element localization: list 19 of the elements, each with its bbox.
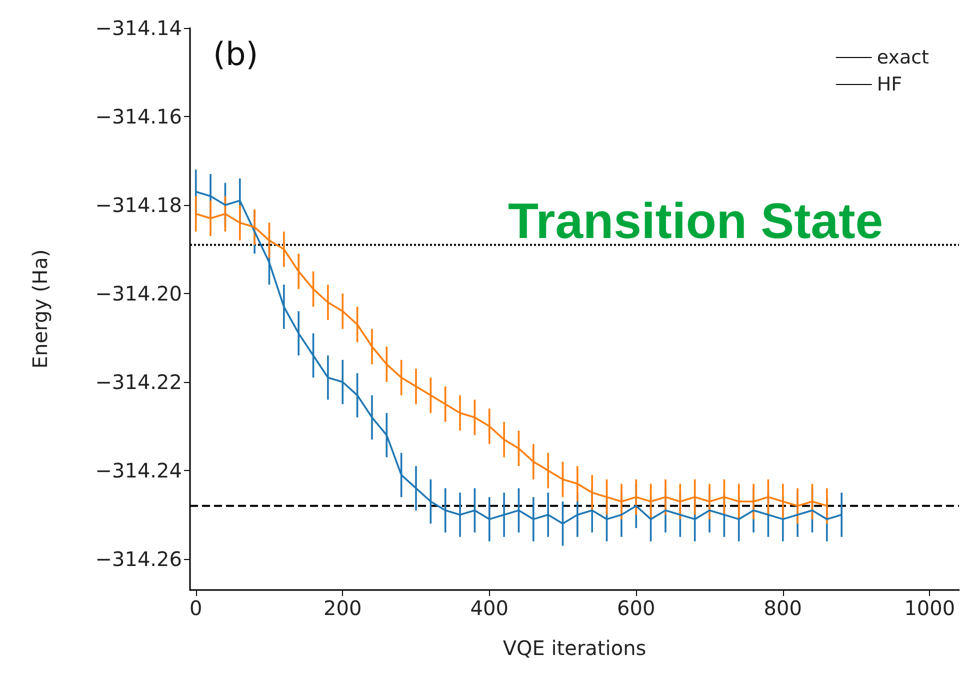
y-tick-label: −314.16 (95, 104, 182, 129)
x-tick-label: 800 (764, 596, 802, 620)
x-tick-label: 400 (470, 596, 508, 620)
legend-label: HF (876, 74, 902, 96)
y-tick-label: −314.26 (95, 547, 182, 572)
x-axis-title: VQE iterations (502, 636, 646, 660)
y-tick-label: −314.20 (95, 282, 182, 306)
y-tick-label: −314.24 (95, 458, 182, 483)
x-tick-label: 1000 (904, 596, 956, 620)
annotation: (b) (213, 35, 258, 73)
x-tick-label: 0 (190, 596, 202, 620)
legend-label: exact (876, 46, 929, 68)
y-tick-label: −314.14 (95, 16, 182, 40)
x-tick-label: 200 (324, 596, 362, 620)
annotation: Transition State (508, 193, 884, 249)
y-axis-title: Energy (Ha) (28, 249, 52, 369)
y-tick-label: −314.18 (95, 193, 182, 218)
x-tick-label: 600 (617, 596, 656, 620)
y-tick-label: −314.22 (95, 370, 182, 394)
